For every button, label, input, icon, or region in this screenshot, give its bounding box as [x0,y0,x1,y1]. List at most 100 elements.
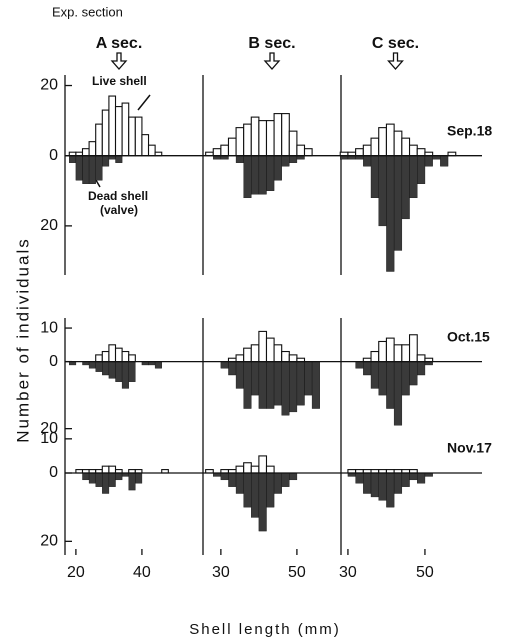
live-bar [147,144,156,157]
section-arrow [263,52,281,70]
live-bar [114,106,123,157]
live-bar [393,130,403,157]
dead-bar [235,472,244,494]
dead-bar [378,155,387,227]
dead-bar [386,361,395,409]
live-bar [385,337,395,363]
section-arrow [110,52,128,70]
live-bar [243,462,252,474]
live-bar [121,350,130,363]
dead-bar [75,155,83,181]
dead-bar [273,472,282,494]
dead-bar [95,472,103,487]
row-label: Oct.15 [447,328,490,344]
dead-bar [281,155,290,167]
live-bar [95,354,103,363]
live-bar [121,102,130,157]
live-bar [227,137,237,157]
dead-bar [401,361,410,396]
live-bar [128,116,136,157]
live-bar [288,354,298,363]
dead-bar [108,361,116,379]
live-bar [114,347,123,363]
y-tick-label: 20 [40,533,58,550]
dead-bar [370,361,379,389]
annotation: (valve) [100,203,138,217]
dead-bar [95,361,103,372]
live-bar [378,340,387,363]
live-bar [250,116,260,157]
dead-bar [440,155,449,167]
dead-bar [355,361,364,369]
live-bar [265,465,275,474]
x-tick-label: 30 [339,564,357,581]
live-bar [212,148,222,157]
dead-bar [128,472,136,491]
dead-bar [82,472,90,481]
dead-bar [115,155,123,163]
live-bar [265,337,275,363]
dead-bar [258,472,267,532]
dead-bar [258,361,267,409]
dead-bar [417,155,426,184]
live-bar [108,465,117,474]
live-bar [281,350,290,363]
dead-bar [424,155,433,167]
live-bar [250,344,260,363]
dead-bar [243,155,252,199]
live-bar [134,116,143,157]
live-bar [303,148,313,157]
dead-bar [393,155,403,251]
dead-bar [296,361,305,406]
dead-bar [115,361,123,382]
y-axis-label: Number of individuals [13,237,32,442]
live-bar [281,113,290,157]
live-bar [95,123,103,157]
dead-bar [304,361,313,396]
live-bar [235,127,245,157]
live-bar [416,354,426,363]
dead-bar [363,472,372,494]
dead-bar [128,361,136,382]
live-bar [416,148,426,157]
live-bar [81,148,90,157]
y-tick-label: 0 [49,353,58,370]
live-bar [273,344,283,363]
live-bar [408,144,418,157]
annotation: Dead shell [88,189,148,203]
dead-bar [88,361,96,369]
live-bar [101,465,110,474]
live-bar [235,354,245,363]
dead-bar [363,155,372,167]
dead-bar [251,472,260,518]
live-bar [370,350,380,363]
dead-bar [409,361,418,386]
y-tick-label: 10 [40,319,58,336]
dead-bar [251,361,260,396]
dead-bar [88,472,96,484]
live-bar [288,130,298,157]
dead-bar [69,155,77,163]
dead-bar [393,472,403,494]
dead-bar [363,361,372,376]
x-tick-label: 20 [67,564,85,581]
dead-bar [121,361,129,389]
dead-bar [102,472,110,494]
x-tick-label: 50 [416,564,434,581]
live-bar [101,350,110,363]
dead-bar [281,472,290,487]
dead-bar [378,472,387,501]
dead-bar [228,472,237,487]
y-tick-label: 20 [40,77,58,94]
pointer-arrow [137,94,151,111]
x-tick-label: 50 [288,564,306,581]
live-bar [250,465,260,474]
dead-bar [228,361,237,376]
dead-bar [401,155,410,220]
dead-bar [220,472,229,481]
header: Exp. section [52,4,123,19]
dead-bar [386,155,395,272]
dead-bar [102,155,110,167]
live-bar [141,134,150,157]
dead-bar [281,361,290,416]
